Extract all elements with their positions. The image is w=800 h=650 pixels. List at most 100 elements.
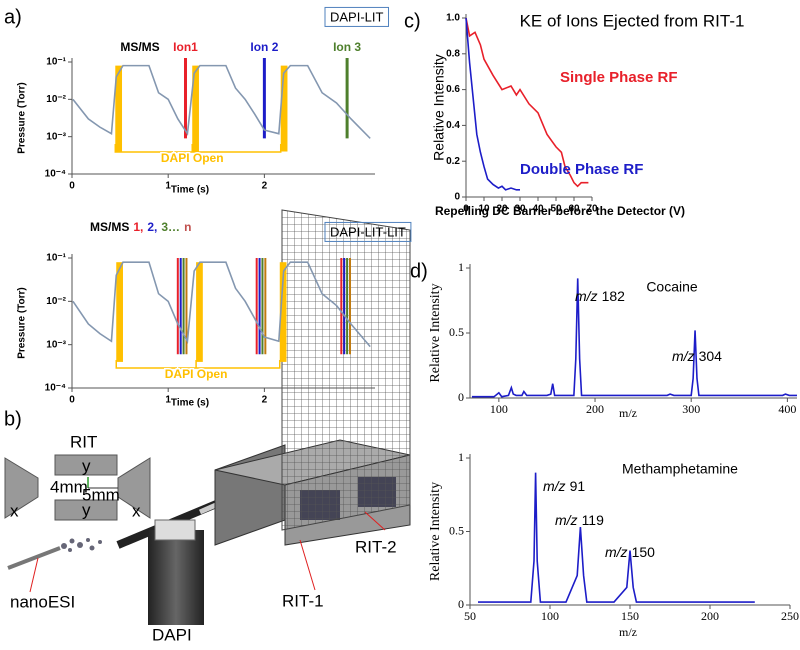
badge: DAPI-LIT-LIT [330, 224, 406, 239]
y-tick-label: 0 [458, 390, 464, 404]
panel-label: a) [4, 6, 22, 28]
x-tick-label: 2 [262, 181, 268, 192]
dapi-label: DAPI [152, 625, 192, 644]
electrode [117, 457, 151, 519]
dapi-pulse [279, 262, 287, 362]
ion-label: Ion 3 [333, 40, 361, 54]
y-tick-label: 0.8 [446, 48, 460, 59]
x-tick-label: 30 [514, 204, 526, 215]
electrode [54, 454, 118, 476]
leader [364, 511, 386, 531]
x-tick-label: 1 [165, 395, 171, 406]
dapi-pulse [192, 65, 199, 152]
peak-mz: 119 [582, 512, 605, 528]
peak-unit: m/z [575, 288, 598, 304]
x-axis-label: m/z [619, 625, 637, 639]
diagram: b) RIT y y x x 4mm 5mm nanoESI DAPI RIT-… [4, 209, 411, 644]
data-line [465, 17, 520, 191]
y-tick-label: 0 [458, 597, 464, 611]
peak-label: m/z 182 [575, 288, 625, 304]
x-tick-label: 150 [621, 609, 639, 623]
panel-label: b) [4, 408, 22, 430]
leader [299, 539, 316, 591]
series-label: Double Phase RF [520, 161, 643, 178]
trap-label: RIT-1 [282, 591, 324, 610]
dapi-pulse [116, 262, 123, 362]
y-tick-label: 1.0 [446, 13, 460, 24]
electrode-label: y [82, 456, 91, 475]
x-tick-label: 20 [496, 204, 508, 215]
dapi-pulse [280, 65, 288, 152]
y-tick-label: 0.2 [446, 156, 460, 167]
x-tick-label: 0 [463, 204, 469, 215]
y-tick-label: 10⁻³ [46, 339, 66, 350]
dimension-label: 4mm [50, 477, 88, 496]
y-tick-label: 1 [458, 450, 464, 464]
data-line [465, 17, 589, 188]
y-axis-label: Relative Intensity [428, 482, 443, 581]
y-tick-label: 10⁻² [46, 296, 66, 307]
source-label: nanoESI [10, 592, 75, 611]
x-tick-label: 400 [778, 402, 796, 416]
series-label: Single Phase RF [560, 69, 678, 86]
chart-title: KE of Ions Ejected from RIT-1 [520, 11, 745, 30]
electrode-label: x [10, 501, 19, 520]
x-tick-label: 60 [568, 204, 580, 215]
x-tick-label: 100 [541, 609, 559, 623]
annotation-part: 1, [133, 220, 143, 234]
x-axis-label: m/z [619, 406, 637, 420]
chart-title: Cocaine [646, 279, 698, 295]
y-tick-label: 0.5 [449, 325, 464, 339]
data-line [471, 278, 797, 398]
electrode-label: y [82, 500, 91, 519]
bracket [114, 144, 282, 153]
data-line [72, 64, 371, 139]
dapi-valve [148, 530, 204, 625]
x-tick-label: 70 [586, 204, 598, 215]
rit-label: RIT [70, 432, 97, 451]
x-tick-label: 100 [490, 402, 508, 416]
peak-unit: m/z [543, 478, 566, 494]
y-axis-label: Relative Intensity [431, 54, 447, 161]
peak-unit: m/z [605, 544, 628, 560]
y-tick-label: 10⁻² [46, 94, 66, 105]
dapi-pulse [196, 262, 203, 362]
x-axis-label: Time (s) [171, 185, 209, 196]
electrode-label: x [132, 501, 141, 520]
y-tick-label: 0 [454, 192, 460, 203]
x-tick-label: 40 [532, 204, 544, 215]
data-line [72, 261, 371, 348]
droplets [61, 538, 102, 552]
pulse-label: DAPI Open [165, 367, 228, 381]
peak-label: m/z 304 [672, 348, 722, 364]
x-tick-label: 0 [69, 395, 75, 406]
annotation-part: 3… [161, 220, 180, 234]
y-tick-label: 10⁻⁴ [45, 169, 66, 180]
peak-label: m/z 119 [555, 512, 604, 528]
detector-mesh [281, 209, 411, 531]
dapi-valve [154, 519, 196, 541]
y-tick-label: 0.5 [449, 523, 464, 537]
panel-label: d) [410, 260, 428, 282]
x-axis-label: Time (s) [171, 398, 209, 409]
annotation-part: n [184, 220, 191, 234]
peak-unit: m/z [555, 512, 578, 528]
y-axis-label: Relative Intensity [428, 283, 443, 382]
y-tick-label: 0.4 [446, 120, 460, 131]
x-tick-label: 200 [701, 609, 719, 623]
x-tick-label: 10 [478, 204, 490, 215]
annotation: MS/MS 1, 2, 3… n [90, 220, 191, 234]
ion-label: Ion 2 [250, 40, 278, 54]
peak-unit: m/z [672, 348, 695, 364]
x-tick-label: 300 [682, 402, 700, 416]
needle [7, 546, 61, 570]
bracket [115, 360, 281, 369]
annotation-part: MS/MS [90, 220, 129, 234]
annotation-part: 2, [147, 220, 157, 234]
data-line [478, 472, 755, 603]
y-tick-label: 10⁻¹ [46, 57, 66, 68]
badge-frame [324, 221, 412, 242]
badge-frame [324, 6, 390, 27]
y-tick-label: 1 [458, 260, 464, 274]
